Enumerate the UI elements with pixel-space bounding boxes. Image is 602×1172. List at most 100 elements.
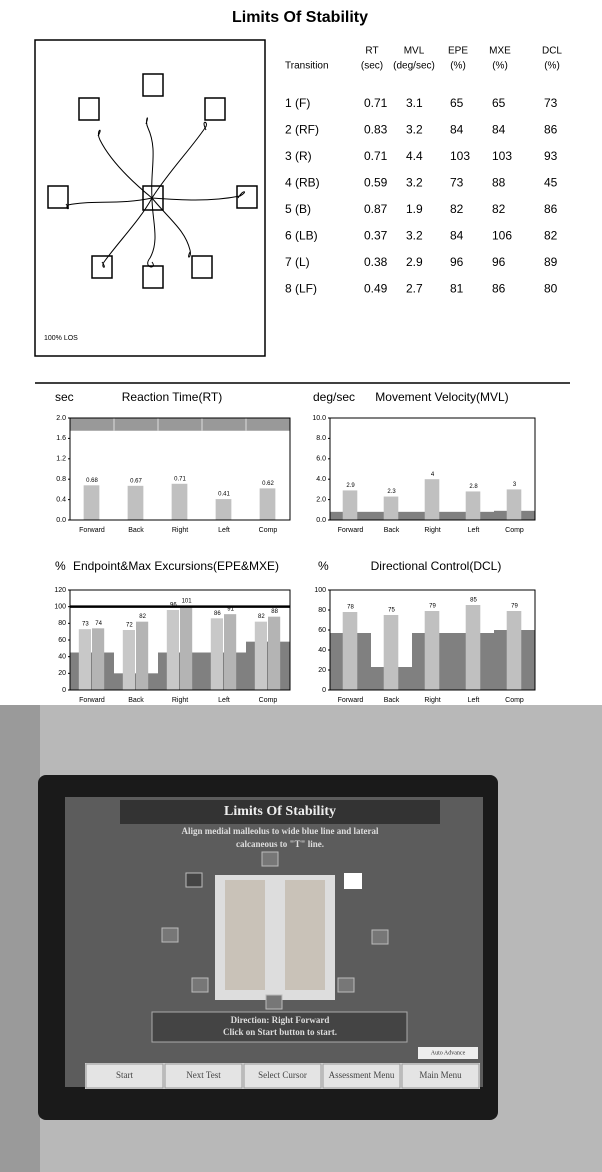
- bar: [506, 489, 522, 520]
- button-face: [243, 1063, 322, 1089]
- y-tick-label: 20: [318, 667, 326, 674]
- bar: [424, 611, 440, 690]
- column-header: Transition: [285, 61, 329, 72]
- table-cell: 0.38: [364, 255, 388, 269]
- button[interactable]: Main Menu: [419, 1070, 462, 1080]
- table-cell: 84: [450, 229, 464, 243]
- table-cell: 45: [544, 176, 558, 190]
- table-cell: 81: [450, 282, 464, 296]
- table-cell: 5 (B): [285, 202, 311, 216]
- y-tick-label: 0.8: [56, 476, 66, 483]
- button[interactable]: Next Test: [186, 1070, 221, 1080]
- direction: Direction: Right Forward: [231, 1015, 330, 1025]
- button[interactable]: Assessment Menu: [329, 1070, 395, 1080]
- value-label: 82: [139, 614, 146, 620]
- y-tick-label: 80: [58, 620, 66, 627]
- y-tick-label: 8.0: [316, 435, 326, 442]
- bar: [465, 491, 481, 520]
- button[interactable]: Select Cursor: [258, 1070, 307, 1080]
- value-label: 78: [347, 605, 354, 611]
- x-tick-label: Forward: [338, 527, 364, 534]
- table-cell: 93: [544, 149, 558, 163]
- y-tick-label: 120: [54, 587, 66, 594]
- table-cell: 73: [544, 96, 558, 110]
- auto-advance[interactable]: Auto Advance: [431, 1050, 466, 1056]
- y-tick-label: 0: [322, 687, 326, 694]
- bar: [171, 483, 188, 520]
- y-tick-label: 20: [58, 670, 66, 677]
- table-cell: 3.2: [406, 176, 423, 190]
- button[interactable]: Start: [116, 1070, 133, 1080]
- table-cell: 3.1: [406, 96, 423, 110]
- column-header: RT: [365, 46, 378, 57]
- table-cell: 96: [450, 255, 464, 269]
- y-tick-label: 60: [58, 637, 66, 644]
- value-label: 79: [511, 604, 518, 610]
- x-tick-label: Left: [218, 527, 230, 534]
- y-tick-label: 0.4: [56, 496, 66, 503]
- y-tick-label: 40: [58, 654, 66, 661]
- table-cell: 0.71: [364, 96, 388, 110]
- table-cell: 89: [544, 255, 558, 269]
- table-cell: 2 (RF): [285, 123, 319, 137]
- value-label: 73: [82, 622, 89, 628]
- y-tick-label: 1.6: [56, 435, 66, 442]
- plot-frame: [69, 589, 291, 691]
- value-label: 0.41: [218, 492, 230, 498]
- x-tick-label: Forward: [338, 697, 364, 704]
- instruction-line: calcaneous to "T" line.: [236, 839, 324, 849]
- value-label: 0.71: [174, 476, 186, 482]
- y-tick-label: 2.0: [316, 496, 326, 503]
- value-label: 3: [513, 482, 517, 488]
- table-cell: 4 (RB): [285, 176, 320, 190]
- bar: [83, 485, 100, 520]
- report-bg: [0, 0, 602, 705]
- plot-frame: [329, 417, 536, 521]
- table-cell: 3.2: [406, 123, 423, 137]
- table-cell: 0.59: [364, 176, 388, 190]
- chart-unit: %: [55, 559, 66, 573]
- bar: [342, 612, 358, 690]
- bar: [166, 610, 179, 690]
- report-title: Limits Of Stability: [232, 9, 368, 26]
- table-cell: 86: [544, 123, 558, 137]
- column-unit: (%): [492, 61, 508, 72]
- bar: [78, 629, 91, 690]
- table-cell: 6 (LB): [285, 229, 318, 243]
- table-cell: 73: [450, 176, 464, 190]
- x-tick-label: Back: [128, 697, 144, 704]
- y-tick-label: 100: [314, 587, 326, 594]
- bar: [342, 490, 358, 520]
- table-cell: 82: [544, 229, 558, 243]
- x-tick-label: Right: [424, 527, 440, 534]
- value-label: 4: [431, 472, 435, 478]
- y-tick-label: 0: [62, 687, 66, 694]
- table-cell: 8 (LF): [285, 282, 317, 296]
- y-tick-label: 80: [318, 607, 326, 614]
- table-cell: 3.2: [406, 229, 423, 243]
- x-tick-label: Comp: [259, 697, 278, 704]
- table-cell: 86: [544, 202, 558, 216]
- table-cell: 96: [492, 255, 506, 269]
- x-tick-label: Left: [468, 697, 480, 704]
- y-tick-label: 1.2: [56, 456, 66, 463]
- table-cell: 0.49: [364, 282, 388, 296]
- bar: [383, 615, 399, 690]
- photo: Limits Of Stability Align medial malleol…: [0, 705, 602, 1172]
- table-cell: 84: [492, 123, 506, 137]
- value-label: 2.9: [346, 483, 355, 489]
- table-cell: 0.71: [364, 149, 388, 163]
- table-cell: 0.87: [364, 202, 388, 216]
- table-cell: 2.7: [406, 282, 423, 296]
- button-face: [322, 1063, 401, 1089]
- x-tick-label: Right: [172, 697, 188, 704]
- value-label: 88: [271, 609, 278, 615]
- bar: [210, 618, 223, 690]
- table-cell: 3 (R): [285, 149, 312, 163]
- prompt: Click on Start button to start.: [223, 1027, 337, 1037]
- table-cell: 2.9: [406, 255, 423, 269]
- column-unit: (deg/sec): [393, 61, 435, 72]
- table-cell: 103: [450, 149, 470, 163]
- y-tick-label: 6.0: [316, 456, 326, 463]
- table-cell: 82: [450, 202, 464, 216]
